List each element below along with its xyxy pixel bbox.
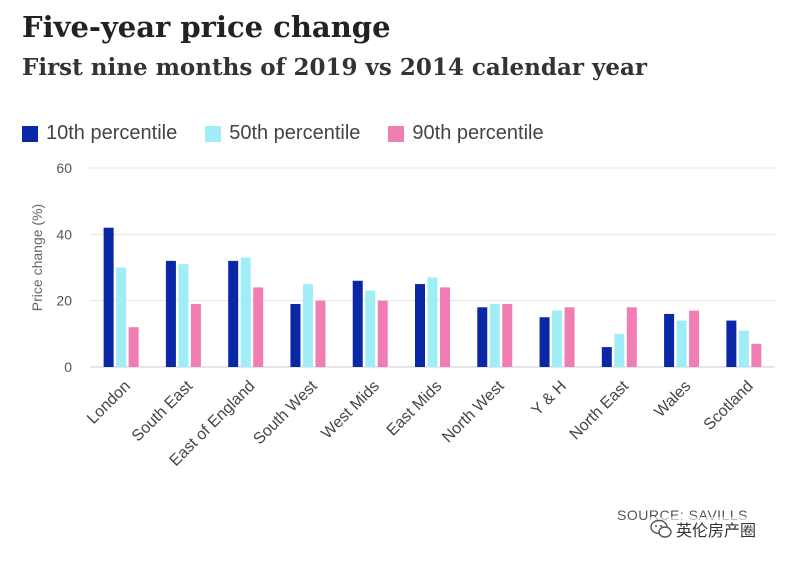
y-axis-ticks: 0 20 40 60 xyxy=(56,160,72,375)
y-tick-label: 60 xyxy=(56,160,72,176)
x-tick-label: North West xyxy=(439,377,508,446)
bar xyxy=(228,260,239,367)
bar xyxy=(190,303,201,367)
x-tick-label: South West xyxy=(250,377,321,448)
bar xyxy=(601,347,612,367)
bar xyxy=(689,310,700,367)
bar xyxy=(676,320,687,367)
bar xyxy=(165,260,176,367)
x-tick-label: North East xyxy=(567,377,633,443)
bars xyxy=(103,227,762,367)
x-tick-label: Y & H xyxy=(529,378,570,419)
bar xyxy=(564,307,575,367)
bar xyxy=(489,303,500,367)
bar xyxy=(253,287,264,367)
bar xyxy=(103,227,114,367)
bar xyxy=(290,303,301,367)
bar xyxy=(240,257,251,367)
bar xyxy=(352,280,363,367)
legend-label-50th: 50th percentile xyxy=(229,122,361,144)
bar xyxy=(377,300,388,367)
legend: 10th percentile 50th percentile 90th per… xyxy=(22,122,544,145)
bar xyxy=(427,277,438,367)
bar xyxy=(116,267,127,367)
wechat-icon xyxy=(650,519,672,538)
bar xyxy=(315,300,326,367)
bar xyxy=(738,330,749,367)
bar xyxy=(552,310,563,367)
legend-label-90th: 90th percentile xyxy=(412,122,544,144)
y-tick-label: 0 xyxy=(64,359,72,375)
chart-title: Five-year price change xyxy=(22,10,391,44)
x-tick-label: Wales xyxy=(651,378,694,421)
y-axis-label: Price change (%) xyxy=(29,204,45,311)
bar xyxy=(178,264,189,367)
legend-item-10th: 10th percentile xyxy=(22,122,177,145)
bar xyxy=(539,317,550,367)
chart-subtitle: First nine months of 2019 vs 2014 calend… xyxy=(22,54,648,81)
bar xyxy=(626,307,637,367)
bar xyxy=(664,313,675,367)
y-tick-label: 40 xyxy=(56,226,72,242)
bar xyxy=(502,303,513,367)
bar xyxy=(477,307,488,367)
x-tick-label: West Mids xyxy=(318,378,383,443)
legend-label-10th: 10th percentile xyxy=(46,122,178,144)
legend-swatch-50th xyxy=(205,125,222,142)
bar xyxy=(614,333,625,367)
bar xyxy=(365,290,376,367)
bar xyxy=(302,284,313,367)
bar xyxy=(440,287,450,367)
y-tick-label: 20 xyxy=(56,293,72,309)
bar xyxy=(726,320,737,367)
bar xyxy=(751,343,762,367)
x-tick-label: East Mids xyxy=(384,378,446,440)
legend-swatch-10th xyxy=(22,125,38,142)
legend-item-90th: 90th percentile xyxy=(388,122,544,145)
legend-swatch-90th xyxy=(388,125,405,142)
watermark: 英伦房产圈 xyxy=(650,517,757,541)
legend-item-50th: 50th percentile xyxy=(205,122,360,145)
x-tick-label: Scotland xyxy=(701,378,757,434)
x-tick-label: South East xyxy=(129,377,197,445)
watermark-text: 英伦房产圈 xyxy=(676,521,757,540)
bar xyxy=(415,284,425,367)
x-tick-label: London xyxy=(84,378,134,428)
bar xyxy=(128,327,139,367)
